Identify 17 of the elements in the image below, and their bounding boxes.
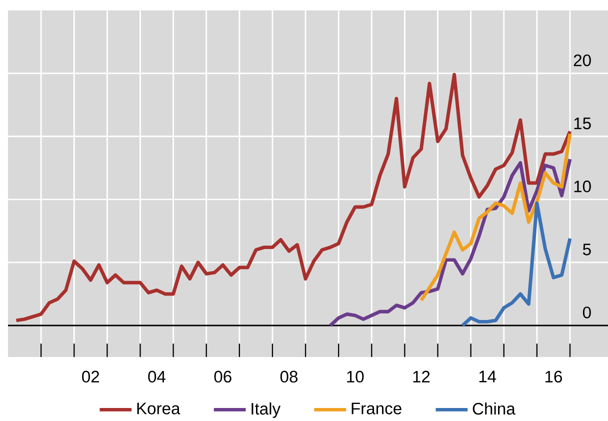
x-tick-label: 16 bbox=[545, 370, 562, 383]
legend-label: Korea bbox=[137, 402, 180, 414]
y-tick-label: 0 bbox=[582, 306, 591, 318]
x-tick-label: 06 bbox=[214, 370, 232, 383]
y-tick-label: 15 bbox=[574, 118, 591, 130]
y-tick-label: 20 bbox=[574, 54, 591, 66]
x-tick-label: 12 bbox=[413, 370, 430, 382]
legend-label: France bbox=[352, 402, 402, 414]
x-tick-label: 14 bbox=[479, 370, 496, 382]
y-tick-label: 10 bbox=[574, 180, 591, 192]
x-tick-label: 02 bbox=[82, 370, 100, 383]
legend-label: China bbox=[472, 402, 516, 415]
y-tick-label: 5 bbox=[582, 244, 591, 256]
legend-label: Italy bbox=[252, 402, 281, 418]
x-tick-label: 10 bbox=[347, 370, 364, 383]
x-tick-label: 08 bbox=[280, 370, 298, 383]
x-tick-label: 04 bbox=[148, 370, 166, 383]
